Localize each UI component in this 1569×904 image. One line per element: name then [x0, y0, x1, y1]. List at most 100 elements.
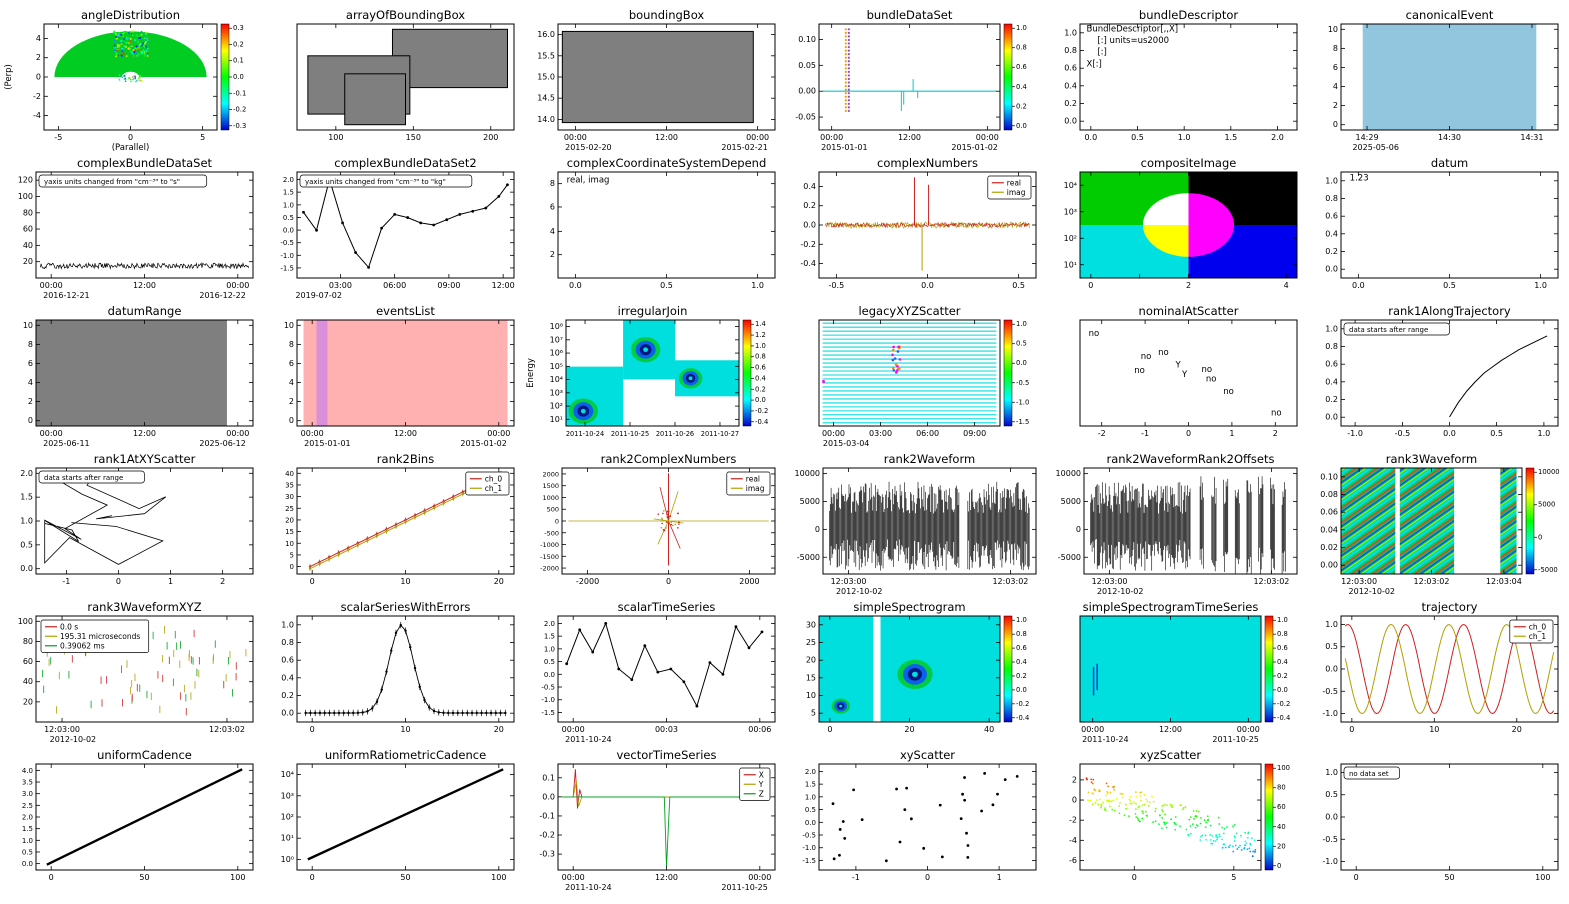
y-tick-label: 0.0: [281, 709, 294, 718]
x-tick-label: 0: [925, 873, 930, 882]
y-tick-label: 10³: [281, 791, 294, 800]
y-tick-label: 0: [815, 525, 820, 534]
plot-text: X[:]: [1087, 59, 1102, 69]
plot-text: BundleDescriptor[,,X]: [1087, 24, 1179, 34]
x-axis-date: 2015-03-04: [823, 439, 870, 448]
series-path: [305, 624, 506, 714]
chart-canvas-scalarTimeSeries: scalarTimeSeries 2.0 1.5 1.0 0.5 0.0 -0.5 -1.0 -…: [541, 600, 776, 744]
plot-area: [566, 320, 739, 426]
plot-area: [39, 261, 250, 270]
y-tick-label: 4: [289, 378, 294, 387]
chart-canvas-rank2ComplexNumbers: rank2ComplexNumbers 2000 1500 1000 500 0 -500 -…: [540, 452, 776, 586]
chart-canvas-trajectory: trajectory 1.0 0.5 0.0 -0.5 -1.0 0 10 20 ch_0ch_1: [1322, 600, 1559, 734]
chart-title: rank2Waveform: [884, 452, 975, 466]
legend-label: ch_1: [1529, 632, 1547, 641]
legend-label: 195.31 microseconds: [60, 632, 140, 641]
y-tick-label: 2.0: [544, 620, 555, 628]
chart-canvas-complexBundleDataSet: complexBundleDataSet 120 100 80 60 40 20 00:00 1…: [18, 156, 254, 300]
x-tick-label: 0.0: [921, 281, 934, 290]
plot-text: no: [1271, 408, 1282, 418]
plot-text: [:]: [1097, 48, 1107, 58]
colorbar-tick-label: 0.1: [233, 57, 244, 65]
y-tick-label: 10¹: [550, 415, 563, 424]
y-tick-label: 0.8: [281, 638, 294, 647]
x-tick-label: 100: [491, 873, 506, 882]
shape-rect: [36, 320, 227, 426]
x-axis-date: 2011-10-25: [721, 883, 768, 892]
legend-label: real: [1007, 178, 1021, 187]
y-tick-label: 0: [289, 416, 294, 425]
y-tick-label: -1.0: [280, 252, 294, 260]
y-tick-label: 0.5: [805, 806, 816, 814]
colorbar-tick-label: 0.8: [755, 353, 766, 361]
x-tick-label: -1: [1141, 429, 1149, 438]
y-tick-label: 1.0: [22, 837, 33, 845]
x-tick-label: 12:03:02: [1414, 577, 1450, 586]
annotation-text: data starts after range: [1349, 326, 1428, 334]
y-tick-label: 14.5: [537, 94, 555, 103]
series-line: [46, 768, 243, 866]
y-tick-label: 10⁴: [550, 375, 563, 384]
x-axis-date: 2015-01-01: [821, 143, 868, 152]
chart-canvas-scalarSeriesWithErrors: scalarSeriesWithErrors 1.0 0.8 0.6 0.4 0.2 0.0…: [281, 600, 515, 734]
y-tick-label: 0.5: [20, 540, 33, 549]
shape-rect: [303, 320, 508, 426]
x-axis-date: 2012-10-02: [1097, 587, 1144, 596]
chart-title: legacyXYZScatter: [858, 304, 960, 318]
plot-area: [825, 177, 1030, 271]
plot-frame: [35, 615, 254, 723]
x-axis-date: 2011-10-24: [565, 883, 612, 892]
legend-label: 0.0 s: [60, 622, 78, 631]
x-tick-label: 0.0: [1084, 133, 1097, 142]
x-axis-date: 2015-01-02: [460, 439, 507, 448]
y-tick-label: -0.5: [1322, 687, 1338, 696]
plot-area: [307, 28, 508, 126]
series-path: [303, 177, 508, 269]
legend-label: 0.39062 ms: [60, 641, 105, 650]
plot-text: no: [1134, 366, 1145, 376]
plot-frame: [1340, 319, 1559, 427]
y-tick-label: -2000: [540, 565, 559, 573]
y-tick-label: 1.0: [544, 645, 555, 653]
chart-canvas-datum: datum 1.0 0.8 0.6 0.4 0.2 0.0 0.0 0.5 1.0 1.23: [1325, 156, 1559, 290]
plot-area: [54, 30, 207, 83]
chart-canvas-rank3Waveform: rank3Waveform0.100.080.060.040.020.0012:…: [1320, 452, 1559, 596]
x-tick-label: 00:00: [40, 429, 63, 438]
y-tick-label: 4: [550, 227, 555, 236]
y-tick-label: 0.2: [1064, 99, 1077, 108]
colorbar-tick-label: 0.0: [1277, 686, 1288, 694]
y-tick-label: 0.4: [803, 182, 816, 191]
colorbar-tick-label: 0.8: [1016, 630, 1027, 638]
y-tick-label: 8: [1333, 44, 1338, 53]
colorbar-tick-label: -0.3: [233, 122, 246, 130]
y-tick-label: 0.4: [1064, 81, 1077, 90]
x-tick-label: 0.5: [660, 281, 673, 290]
chart-canvas-complexCoordinateSystemDepend: complexCoordinateSystemDepend 8 6 4 2 0.0 0.5 1…: [550, 156, 776, 290]
y-tick-label: 0.2: [1325, 247, 1338, 256]
colorbar-tick-label: 0.2: [1016, 102, 1027, 110]
x-tick-label: 12:03:00: [1092, 577, 1128, 586]
colorbar-tick-label: -0.4: [1016, 714, 1029, 722]
plot-area: [302, 177, 509, 269]
x-tick-label: 03:00: [329, 281, 352, 290]
x-tick-label: 12:03:00: [1341, 577, 1377, 586]
annotation: data starts after range: [1343, 322, 1450, 336]
y-tick-label: 16.0: [537, 30, 555, 39]
x-tick-label: 20: [494, 725, 504, 734]
chart-title: rank1AlongTrajectory: [1388, 304, 1511, 318]
chart-title: trajectory: [1422, 600, 1478, 614]
y-tick-label: 10: [23, 321, 33, 330]
chart-cell-trajectory: trajectory 1.0 0.5 0.0 -0.5 -1.0 0 10 20 ch_0 ch_1: [1307, 600, 1568, 748]
legend: ch_0ch_1: [465, 471, 510, 496]
y-tick-label: 2: [289, 397, 294, 406]
x-axis-date: 2012-10-02: [836, 587, 883, 596]
y-tick-label: -0.2: [539, 831, 555, 840]
chart-cell-uniformRatiometricCadence: uniformRatiometricCadence 10⁴ 10³ 10² 10¹ 10⁰…: [263, 748, 524, 896]
y-tick-label: 5000: [1061, 497, 1081, 506]
x-tick-label: 2011-10-26: [656, 430, 694, 438]
legend-label: ch_1: [485, 484, 503, 493]
chart-canvas-uniformCadence: uniformCadence 4.0 3.5 3.0 2.5 2.0 1.5 1.0 0.5 0.…: [22, 748, 254, 882]
plot-frame: [296, 23, 515, 131]
y-tick-label: 30: [806, 620, 816, 629]
